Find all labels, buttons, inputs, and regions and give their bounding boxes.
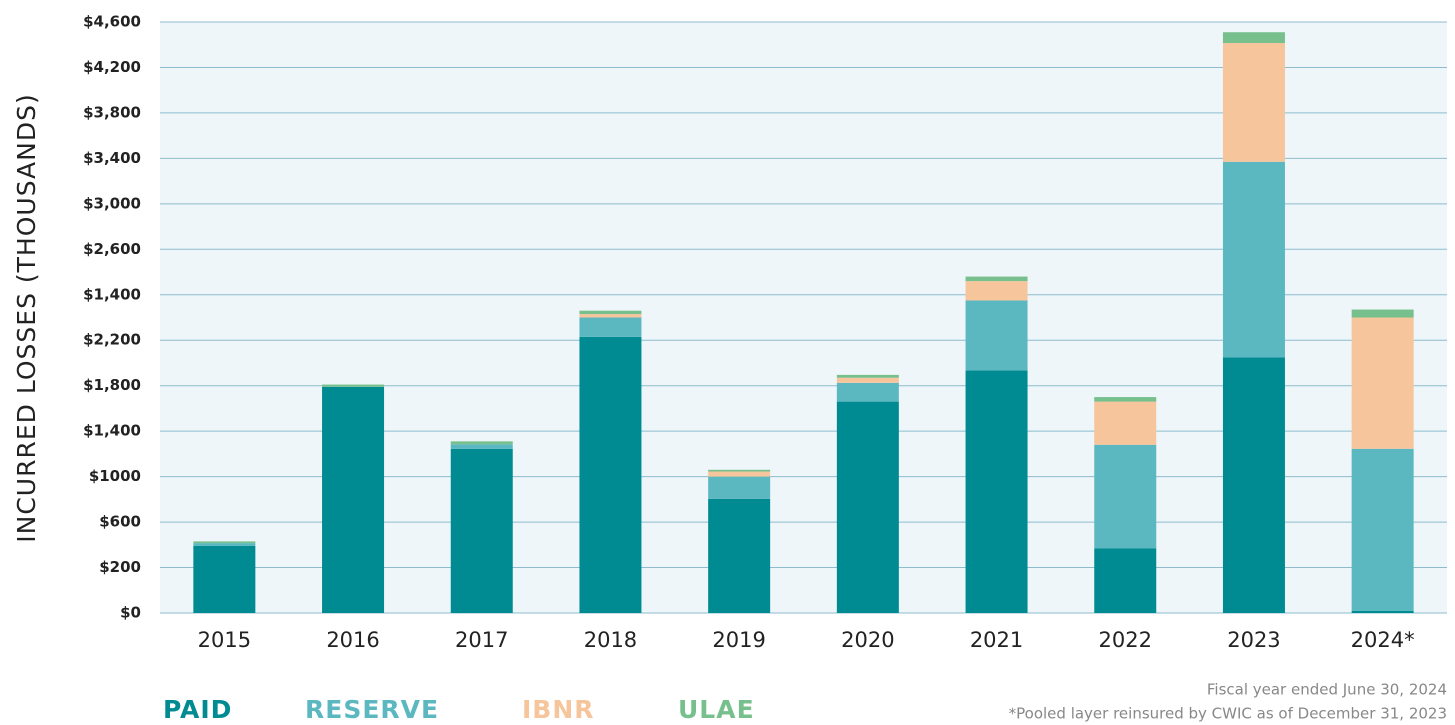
x-tick-label: 2021 <box>970 628 1023 652</box>
legend-entry: PAID <box>163 695 232 724</box>
y-tick-label: $4,200 <box>83 58 141 76</box>
bar-segment <box>1222 43 1285 162</box>
y-tick-label: $600 <box>99 513 141 531</box>
x-tick-label: 2023 <box>1227 628 1280 652</box>
bar-segment <box>193 541 256 544</box>
bar-segment <box>836 382 899 402</box>
y-tick-label: $2,200 <box>83 331 141 349</box>
x-tick-label: 2019 <box>712 628 765 652</box>
bar-segment <box>1351 309 1414 318</box>
bar-segment <box>322 386 385 613</box>
legend-entry: RESERVE <box>305 695 439 724</box>
bar-segment <box>579 336 642 613</box>
bar-segment <box>965 370 1028 613</box>
bar-segment <box>579 310 642 315</box>
bar-segment <box>1351 317 1414 449</box>
y-tick-label: $1,400 <box>83 422 141 440</box>
bar-segment <box>193 545 256 613</box>
y-tick-label: $3,000 <box>83 194 141 212</box>
bar-segment <box>322 384 385 387</box>
bar-segment <box>965 281 1028 301</box>
bar-segment <box>708 469 771 472</box>
bar-segment <box>708 476 771 499</box>
bar-segment <box>965 276 1028 282</box>
bar-segment <box>836 377 899 383</box>
y-tick-label: $3,800 <box>83 103 141 121</box>
y-tick-label: $4,600 <box>83 13 141 31</box>
bar-segment <box>1094 397 1157 402</box>
bar-segment <box>708 471 771 477</box>
y-tick-label: $1,800 <box>83 376 141 394</box>
bar-segment <box>1094 548 1157 613</box>
bar-segment <box>579 317 642 337</box>
y-tick-label: $1,400 <box>83 285 141 303</box>
bar-segment <box>450 441 513 445</box>
y-tick-label: $2,600 <box>83 240 141 258</box>
bar-segment <box>450 448 513 613</box>
legend-entry: ULAE <box>678 695 755 724</box>
bar-segment <box>193 543 256 546</box>
bar-segment <box>708 498 771 613</box>
x-tick-label: 2017 <box>455 628 508 652</box>
y-tick-label: $0 <box>120 604 141 622</box>
x-tick-label: 2022 <box>1099 628 1152 652</box>
bar-segment <box>579 314 642 318</box>
bar-segment <box>1222 32 1285 44</box>
bar-segment <box>450 444 513 449</box>
bar-segment <box>1222 357 1285 613</box>
note: *Pooled layer reinsured by CWIC as of De… <box>1009 705 1447 723</box>
bar-segment <box>1094 444 1157 549</box>
bar-segment <box>1222 161 1285 358</box>
x-tick-label: 2020 <box>841 628 894 652</box>
x-tick-label: 2024* <box>1351 628 1415 652</box>
legend-entry: IBNR <box>522 695 595 724</box>
x-tick-label: 2015 <box>198 628 251 652</box>
bar-segment <box>836 401 899 613</box>
y-tick-label: $1000 <box>89 467 141 485</box>
bar-segment <box>1351 610 1414 613</box>
bar-segment <box>965 300 1028 371</box>
x-tick-label: 2016 <box>326 628 379 652</box>
y-axis-label: INCURRED LOSSES (THOUSANDS) <box>12 93 41 542</box>
bar-segment <box>1094 401 1157 445</box>
y-tick-label: $200 <box>99 558 141 576</box>
bar-segment <box>1351 448 1414 611</box>
y-tick-label: $3,400 <box>83 149 141 167</box>
x-tick-label: 2018 <box>584 628 637 652</box>
note: Fiscal year ended June 30, 2024 <box>1207 681 1447 699</box>
bar-segment <box>836 374 899 378</box>
